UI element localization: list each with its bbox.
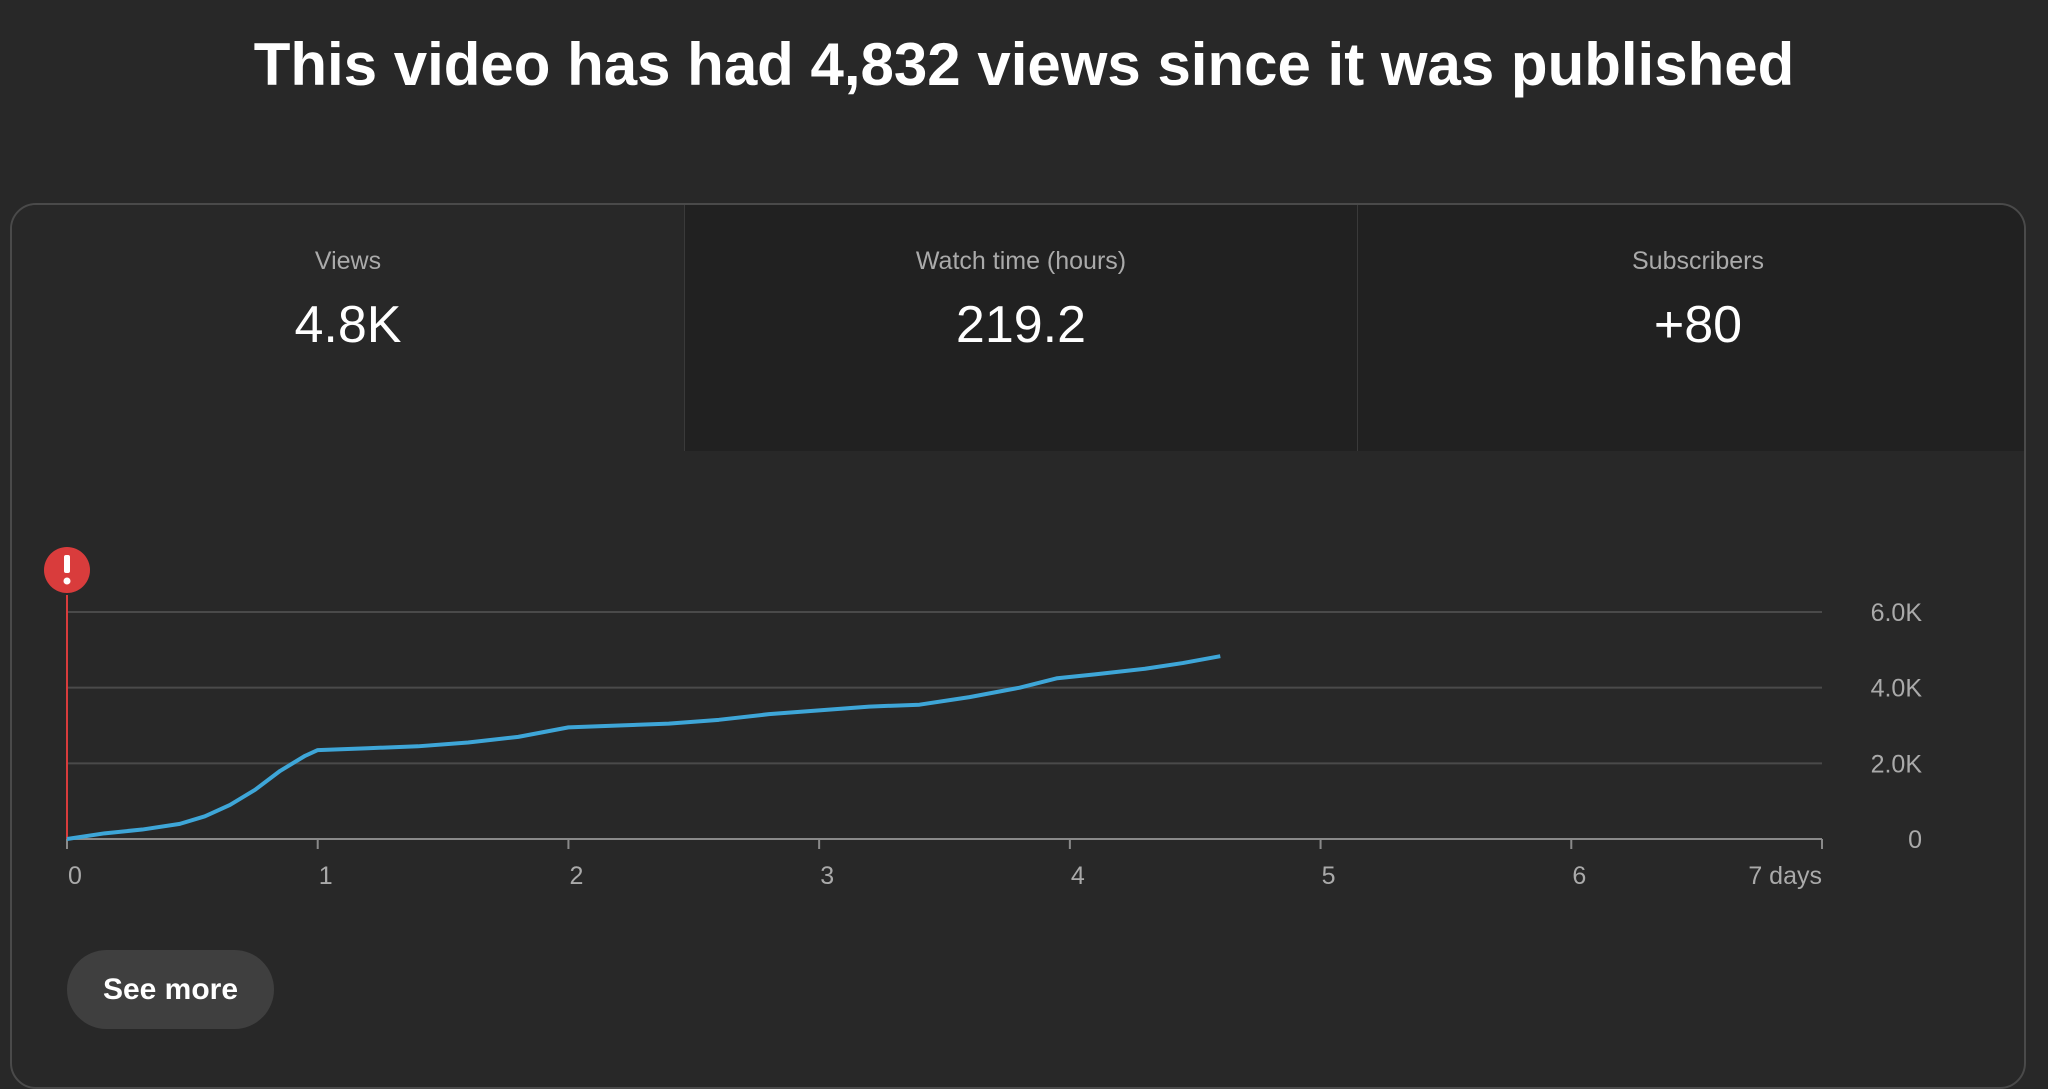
line: [66, 654, 1221, 841]
y-tick-label: 0: [1908, 826, 1922, 854]
x-tick-label: 0: [68, 862, 82, 890]
y-tick-label: 4.0K: [1871, 675, 1923, 703]
page-title: This video has had 4,832 views since it …: [253, 31, 1795, 98]
stats-card: Views 4.8K Watch time (hours) 219.2 Subs…: [10, 203, 2026, 1089]
stat-label: Views: [314, 247, 382, 275]
stat-label: Watch time (hours): [915, 247, 1127, 275]
x-tick-label: 4: [1071, 862, 1085, 890]
x-tick-label: 5: [1322, 862, 1336, 890]
stat-value: 4.8K: [294, 296, 402, 354]
y-tick-label: 2.0K: [1871, 750, 1923, 778]
warning-icon-bar: [64, 555, 70, 573]
see-more-button[interactable]: See more: [67, 950, 274, 1029]
warning-icon-dot: [63, 577, 71, 585]
x-tick-label: 2: [569, 862, 583, 890]
y-tick-label: 6.0K: [1871, 599, 1923, 627]
stat-label: Subscribers: [1632, 247, 1764, 275]
x-tick-label: 1: [319, 862, 333, 890]
chart: 0 2.0K 4.0K 6.0K 0 1 2 3 4 5 6 7 days: [44, 547, 1923, 890]
x-tick-label: 7 days: [1748, 862, 1822, 890]
x-tick-label: 6: [1572, 862, 1586, 890]
stat-tab[interactable]: Subscribers +80: [1358, 205, 2024, 451]
x-tick-label: 3: [820, 862, 834, 890]
stat-tab[interactable]: Views 4.8K: [12, 205, 686, 451]
stat-value: +80: [1653, 296, 1743, 354]
stat-value: 219.2: [955, 296, 1087, 354]
